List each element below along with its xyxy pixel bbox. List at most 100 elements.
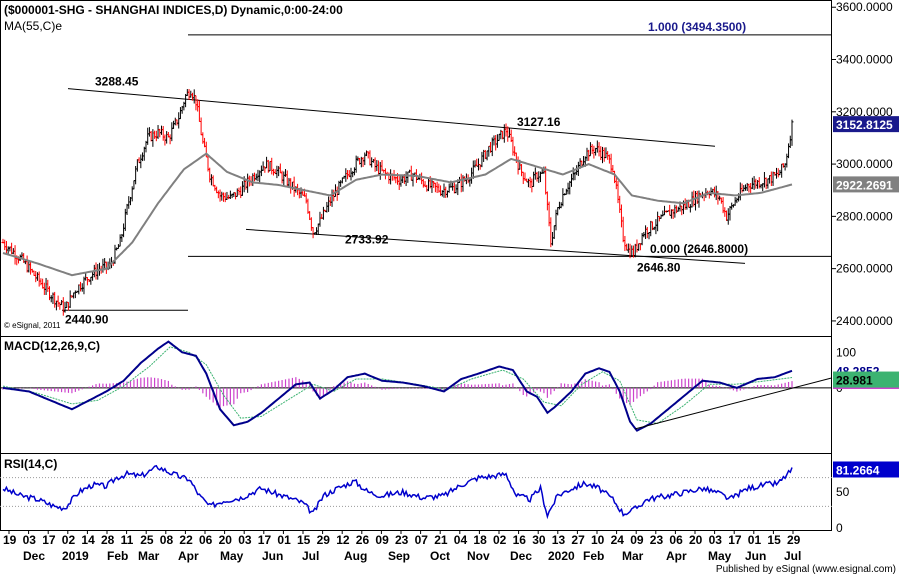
price-annotation: 2646.80: [637, 260, 681, 274]
rsi-line: [2, 464, 793, 520]
x-month-label: Jun: [745, 549, 766, 563]
x-day-label: 20: [219, 533, 233, 547]
ma-value-badge: 2922.2691: [836, 178, 893, 192]
x-month-label: Jul: [302, 549, 319, 563]
x-month-label: Sep: [388, 549, 410, 563]
chart-title: ($000001-SHG - SHANGHAI INDICES,D) Dynam…: [4, 3, 343, 17]
x-month-label: May: [220, 549, 244, 563]
ma-value-badge-bg: [833, 176, 899, 193]
x-day-label: 16: [513, 533, 527, 547]
macd-signal-badge-bg: [833, 371, 899, 388]
lower-channel-line: [245, 228, 746, 264]
price-y-tick-label: 3600.0000: [836, 0, 893, 14]
x-month-label: 2020: [548, 549, 575, 563]
last-price-badge-bg: [833, 116, 899, 133]
price-panel-frame: [0, 0, 832, 337]
x-day-label: 08: [160, 533, 174, 547]
macd-lines: [2, 340, 833, 432]
x-day-label: 23: [650, 533, 664, 547]
x-day-label: 09: [630, 533, 644, 547]
x-day-label: 30: [532, 533, 546, 547]
x-day-label: 04: [454, 533, 468, 547]
fib-level-label: 1.000 (3494.3500): [648, 20, 746, 34]
macd-line: [2, 340, 793, 432]
x-month-label: Dec: [23, 549, 45, 563]
x-day-label: 29: [317, 533, 331, 547]
price-axis-ticks: 3600.0000 3400.0000 3200.0000 3000.0000 2800…: [832, 0, 893, 328]
rsi-axis-ticks: 50 0: [0, 477, 850, 535]
price-annotation: 3127.16: [517, 115, 561, 129]
x-day-label: 01: [748, 533, 762, 547]
x-month-label: Mar: [138, 549, 160, 563]
x-day-label: 06: [199, 533, 213, 547]
x-day-label: 17: [728, 533, 742, 547]
price-annotation: 2440.90: [65, 313, 109, 327]
x-day-label: 01: [277, 533, 291, 547]
rsi-y-tick-label: 0: [836, 521, 843, 535]
x-day-label: 17: [258, 533, 272, 547]
x-day-label: 07: [415, 533, 429, 547]
publisher-credit: Published by eSignal (www.esignal.com): [716, 564, 896, 575]
x-month-label: 2019: [62, 549, 89, 563]
value-badges: 3152.81252922.269119.304148.285228.98181…: [833, 116, 899, 478]
rsi-title: RSI(14,C): [4, 457, 57, 471]
macd-trendline: [635, 377, 833, 430]
x-day-label: 02: [62, 533, 76, 547]
rsi-line: [2, 464, 793, 520]
macd-panel-frame: [0, 336, 832, 454]
x-day-label: 02: [493, 533, 507, 547]
x-day-label: 09: [375, 533, 389, 547]
x-day-label: 11: [121, 533, 134, 547]
x-month-label: Apr: [666, 549, 687, 563]
x-axis-month-labels: Dec 2019 Feb Mar Apr May Jun Jul Aug Sep Oct Nov Dec…: [23, 549, 801, 563]
ma-label: MA(55,C)e: [4, 19, 62, 33]
macd-signal-line: [2, 346, 793, 425]
x-day-label: 27: [571, 533, 585, 547]
price-y-tick-label: 2600.0000: [836, 262, 893, 276]
price-y-tick-label: 3400.0000: [836, 53, 893, 67]
x-day-label: 28: [101, 533, 115, 547]
price-candles: [1, 89, 794, 316]
macd-signal-badge: 28.981: [836, 374, 873, 388]
x-day-label: 26: [356, 533, 370, 547]
price-y-tick-label: 2800.0000: [836, 209, 893, 223]
x-day-label: 03: [23, 533, 37, 547]
x-month-label: Nov: [467, 549, 490, 563]
price-annotation: 2733.92: [345, 232, 389, 246]
rsi-panel-frame: [0, 453, 832, 531]
x-month-label: Feb: [107, 549, 128, 563]
x-day-label: 15: [767, 533, 781, 547]
x-month-label: Jun: [262, 549, 283, 563]
x-month-label: May: [708, 549, 732, 563]
x-day-label: 13: [552, 533, 566, 547]
price-y-tick-label: 3000.0000: [836, 157, 893, 171]
fib-level-label: 0.000 (2646.8000): [650, 242, 748, 256]
price-y-tick-label: 3200.0000: [836, 105, 893, 119]
upper-channel-line: [67, 88, 716, 147]
x-day-label: 03: [709, 533, 723, 547]
x-day-label: 22: [179, 533, 193, 547]
ma-55-line: [2, 152, 793, 277]
x-month-label: Jul: [784, 549, 801, 563]
x-axis-day-labels: 19 03 17 02 14 28 11 25 08 22 06 20 03 17 01 15 29 12 26 09…: [3, 530, 801, 547]
x-day-label: 19: [3, 533, 17, 547]
x-day-label: 10: [591, 533, 605, 547]
x-day-label: 12: [336, 533, 350, 547]
x-day-label: 03: [238, 533, 252, 547]
x-month-label: Mar: [622, 549, 644, 563]
moving-average: [2, 152, 793, 277]
copyright-text: © eSignal, 2011: [4, 321, 61, 330]
x-month-label: Aug: [344, 549, 367, 563]
last-price-badge: 3152.8125: [836, 118, 893, 132]
x-day-label: 15: [297, 533, 311, 547]
x-month-label: Apr: [178, 549, 199, 563]
x-day-label: 29: [787, 533, 801, 547]
macd-y-tick-label: 100: [836, 345, 856, 359]
rsi-y-tick-label: 50: [836, 485, 850, 499]
x-month-label: Dec: [510, 549, 532, 563]
x-month-label: Oct: [430, 549, 450, 563]
x-day-label: 21: [434, 533, 448, 547]
macd-title: MACD(12,26,9,C): [4, 339, 100, 353]
price-y-tick-label: 2400.0000: [836, 314, 893, 328]
